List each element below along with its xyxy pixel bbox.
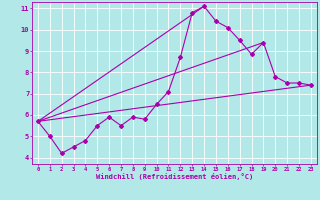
X-axis label: Windchill (Refroidissement éolien,°C): Windchill (Refroidissement éolien,°C) [96, 173, 253, 180]
